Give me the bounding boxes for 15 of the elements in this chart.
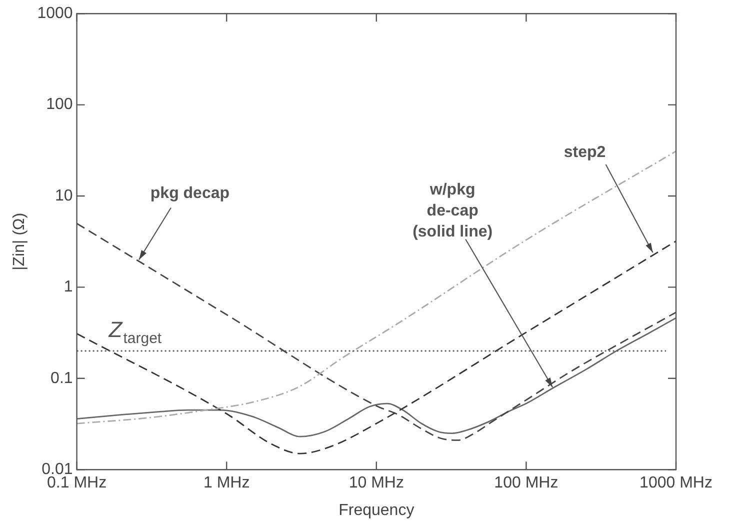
y-axis-title: |Zin| (Ω) <box>11 212 28 270</box>
x-tick-label: 10 MHz <box>348 474 404 492</box>
y-tick-label: 100 <box>46 96 73 114</box>
y-tick-label: 0.1 <box>50 370 73 387</box>
annotation: w/pkg de-cap (solid line) <box>412 182 493 241</box>
annotation: step2 <box>564 144 606 161</box>
x-tick-label: 0.1 MHz <box>47 474 107 492</box>
y-tick-label: 1 <box>64 278 73 296</box>
x-tick-label: 1000 MHz <box>640 474 712 492</box>
x-tick-label: 1 MHz <box>203 474 250 492</box>
y-tick-label: 10 <box>54 187 73 204</box>
annotation: pkg decap <box>150 185 230 202</box>
x-axis-title: Frequency <box>338 502 414 519</box>
x-tick-label: 100 MHz <box>494 474 558 492</box>
y-tick-label: 1000 <box>37 5 73 22</box>
